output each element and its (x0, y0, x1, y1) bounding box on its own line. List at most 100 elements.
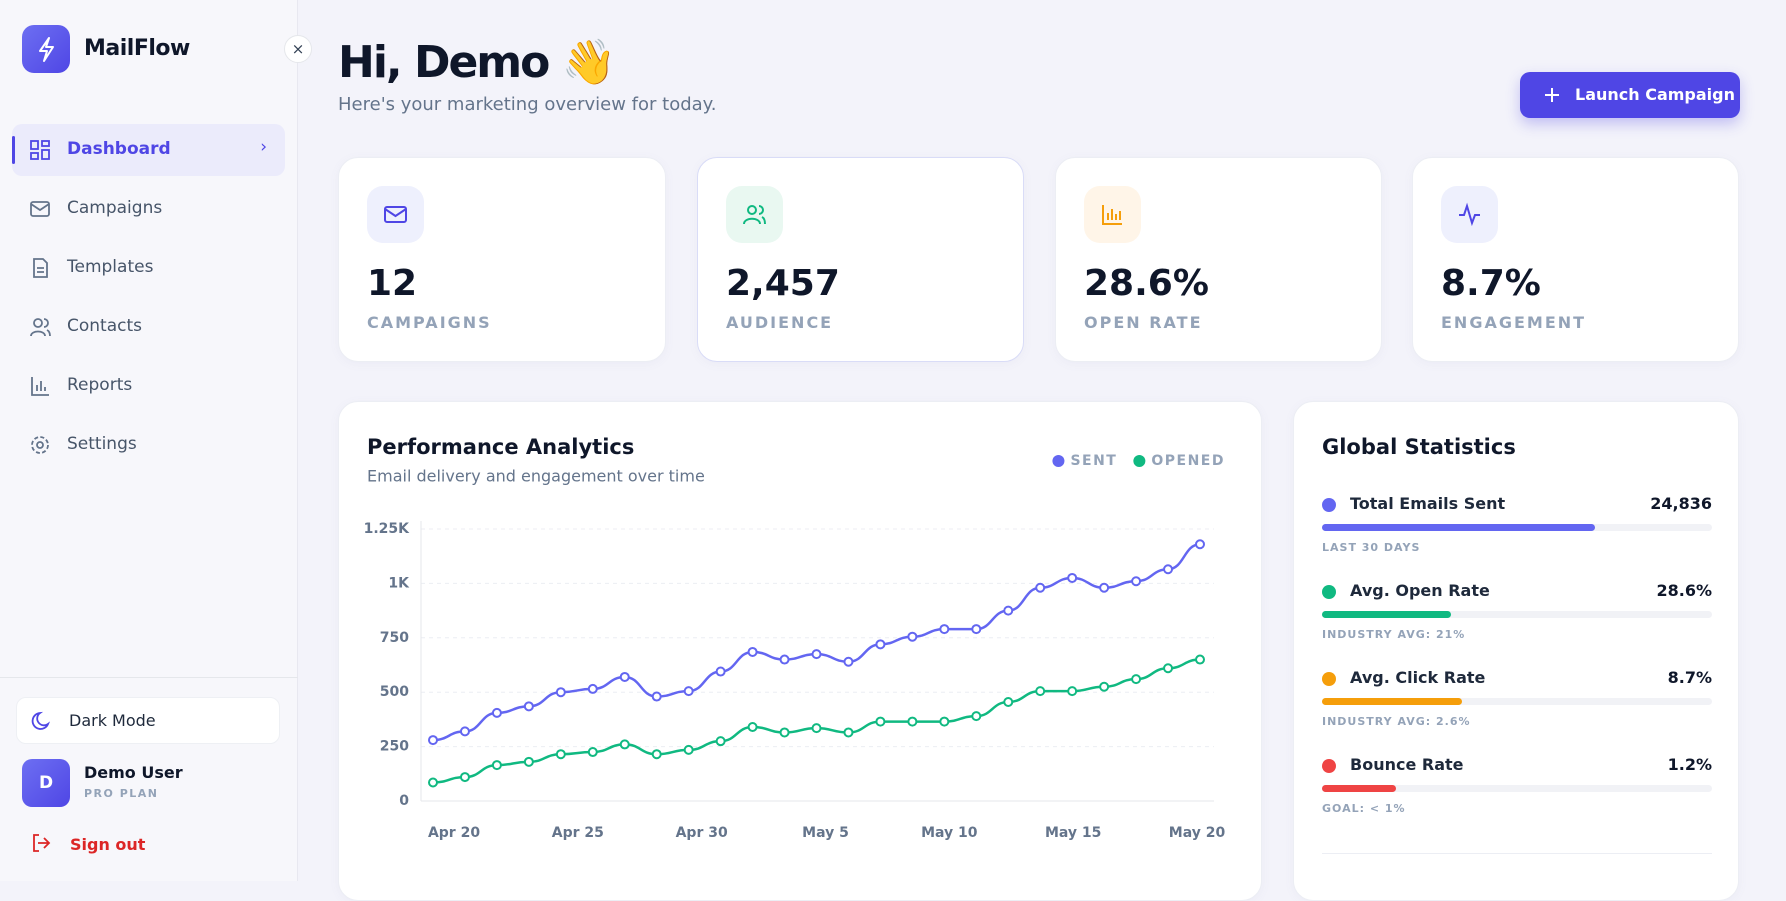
legend-label: SENT (1070, 453, 1117, 469)
point (1131, 576, 1142, 587)
point (491, 760, 502, 771)
nav-item[interactable]: Contacts (12, 301, 285, 353)
stat-label: OPEN RATE (1084, 313, 1203, 332)
point (523, 701, 534, 712)
progress-bar (1322, 611, 1451, 618)
row-value: 24,836 (1650, 494, 1712, 513)
legend-label: OPENED (1151, 453, 1225, 469)
point (875, 716, 886, 727)
nav-label: Templates (67, 257, 154, 277)
nav-item[interactable]: Settings (12, 419, 285, 471)
point (715, 666, 726, 677)
stat-label: ENGAGEMENT (1441, 313, 1587, 332)
stat-card: 8.7% ENGAGEMENT (1412, 157, 1739, 362)
point (1099, 681, 1110, 692)
progress-track (1322, 611, 1712, 618)
nav-item[interactable]: Reports (12, 360, 285, 412)
row-note: GOAL: < 1% (1322, 802, 1406, 815)
point (459, 726, 470, 737)
y-tick-label: 1.25K (364, 521, 411, 537)
user-plan: PRO PLAN (84, 787, 159, 800)
stat-label: CAMPAIGNS (367, 313, 492, 332)
stat-value: 8.7% (1441, 263, 1541, 304)
point (875, 639, 886, 650)
subtitle: Here's your marketing overview for today… (338, 94, 717, 115)
chart-subtitle: Email delivery and engagement over time (367, 467, 705, 486)
progress-bar (1322, 785, 1397, 792)
collapse-button[interactable]: × (284, 35, 312, 63)
point (939, 716, 950, 727)
point (1163, 564, 1174, 575)
sign-out[interactable]: Sign out (30, 832, 180, 858)
point (1003, 696, 1014, 707)
global-stats-title: Global Statistics (1322, 435, 1516, 459)
point (1035, 582, 1046, 593)
nav-item[interactable]: Campaigns (12, 183, 285, 235)
nav-item[interactable]: Templates (12, 242, 285, 294)
row-label: Avg. Click Rate (1350, 668, 1486, 687)
y-tick-label: 0 (399, 793, 409, 809)
x-tick-label: Apr 30 (676, 825, 728, 841)
point (587, 683, 598, 694)
row-dot (1322, 759, 1336, 773)
row-dot (1322, 585, 1336, 599)
progress-track (1322, 785, 1712, 792)
y-tick-label: 1K (388, 575, 410, 591)
nav-label: Settings (67, 434, 137, 454)
stat-value: 12 (367, 263, 418, 304)
point (683, 744, 694, 755)
progress-bar (1322, 698, 1463, 705)
point (715, 736, 726, 747)
nav-label: Campaigns (67, 198, 163, 218)
stat-value: 2,457 (726, 263, 840, 304)
x-tick-label: Apr 25 (552, 825, 604, 841)
stat-value: 28.6% (1084, 263, 1209, 304)
row-dot (1322, 672, 1336, 686)
launch-button[interactable]: Launch Campaign (1520, 72, 1740, 118)
stat-card: 12 CAMPAIGNS (338, 157, 666, 362)
series-line (432, 542, 1201, 742)
legend-dot (1052, 455, 1065, 467)
chart-card: Performance Analytics Email delivery and… (338, 401, 1262, 901)
sign-out-label: Sign out (70, 835, 146, 854)
row-value: 28.6% (1656, 581, 1712, 600)
progress-track (1322, 698, 1712, 705)
point (1131, 674, 1142, 685)
point (555, 687, 566, 698)
global-stats-card: Global Statistics Total Emails Sent 24,8… (1293, 401, 1739, 901)
row-value: 1.2% (1667, 755, 1712, 774)
nav-item[interactable]: Dashboard › (12, 124, 285, 176)
y-tick-label: 250 (380, 739, 409, 755)
point (1195, 539, 1205, 550)
user-name: Demo User (84, 763, 183, 782)
dark-mode-toggle[interactable]: Dark Mode (16, 697, 280, 744)
x-tick-label: Apr 20 (428, 825, 480, 841)
point (683, 686, 694, 697)
sidebar: MailFlow × Dashboard › Campaigns Template… (0, 0, 312, 881)
stat-row: Avg. Open Rate 28.6% INDUSTRY AVG: 21% (1322, 581, 1712, 651)
point (491, 707, 502, 718)
point (747, 646, 758, 657)
point (1163, 663, 1174, 674)
nav-label: Dashboard (67, 139, 171, 159)
row-note: INDUSTRY AVG: 2.6% (1322, 715, 1471, 728)
point (428, 777, 438, 788)
stat-label: AUDIENCE (726, 313, 834, 332)
point (907, 716, 918, 727)
point (779, 654, 790, 665)
point (1195, 654, 1205, 665)
stat-row: Avg. Click Rate 8.7% INDUSTRY AVG: 2.6% (1322, 668, 1712, 738)
chart: Performance Analytics Email delivery and… (364, 435, 1226, 841)
point (747, 722, 758, 733)
nav-label: Reports (67, 375, 133, 395)
legend-dot (1133, 455, 1146, 467)
point (1067, 572, 1078, 583)
chart-title: Performance Analytics (367, 435, 634, 459)
point (811, 723, 822, 734)
row-note: LAST 30 DAYS (1322, 541, 1421, 554)
stat-card: 28.6% OPEN RATE (1055, 157, 1382, 362)
y-tick-label: 750 (380, 630, 409, 646)
point (428, 735, 438, 746)
point (651, 691, 662, 702)
point (1035, 686, 1046, 697)
